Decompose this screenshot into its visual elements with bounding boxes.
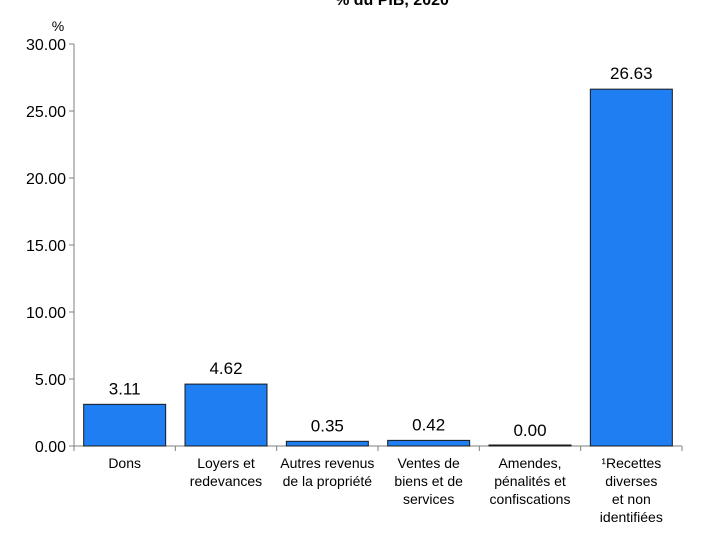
y-tick-label: 10.00 (26, 305, 66, 322)
x-category-label-line: identifiées (600, 509, 663, 525)
y-tick-label: 20.00 (26, 171, 66, 188)
x-category-label: Ventes de biens et de services (394, 455, 463, 507)
chart-title: % du PIB, 2020 (335, 0, 449, 9)
y-tick-label: 30.00 (26, 37, 66, 54)
x-category-label-line: de la propriété (283, 473, 373, 489)
x-category-label-line: diverses (605, 473, 657, 489)
x-category-label-line: confiscations (490, 491, 571, 507)
x-category-label-line: pénalités et (494, 473, 566, 489)
y-tick-label: 25.00 (26, 104, 66, 121)
bar-value-label: 0.35 (311, 416, 344, 435)
bar (184, 383, 268, 447)
x-category-label-line: Autres revenus (280, 455, 374, 471)
bar (488, 444, 572, 447)
bar-value-label: 4.62 (209, 359, 242, 378)
x-category-label: Amendes, pénalités et confiscations (490, 455, 571, 507)
bar (285, 440, 369, 447)
bar-value-label: 0.00 (513, 421, 546, 440)
bar-value-label: 0.42 (412, 415, 445, 434)
x-category-label: Loyers et redevances (190, 455, 262, 489)
x-category-label-line: services (403, 491, 454, 507)
bar (589, 88, 673, 447)
y-tick-label: 0.00 (35, 439, 66, 456)
bar-value-label: 3.11 (109, 379, 141, 398)
x-category-label: Dons (108, 455, 141, 471)
x-category-label-line: Loyers et (197, 455, 255, 471)
y-tick-label: 15.00 (26, 238, 66, 255)
x-category-label-line: biens et de (394, 473, 463, 489)
y-tick-label: 5.00 (35, 372, 66, 389)
x-category-label-line: Ventes de (398, 455, 460, 471)
x-category-label-line: et non (612, 491, 651, 507)
x-category-label: ¹Recettes diverses et non identifiées (600, 455, 663, 525)
bar (83, 403, 167, 447)
x-category-label-line: ¹Recettes (601, 455, 661, 471)
x-category-label-line: Dons (108, 455, 141, 471)
bar-value-label: 26.63 (610, 64, 653, 83)
x-category-label-line: redevances (190, 473, 262, 489)
y-axis-unit-label: % (52, 18, 64, 34)
bar (387, 439, 471, 447)
plot-area: 0.00 5.00 10.00 15.00 20.00 25.00 30.00 3.11 Don… (26, 37, 683, 525)
x-category-label-line: Amendes, (498, 455, 561, 471)
x-category-label: Autres revenus de la propriété (280, 455, 374, 489)
